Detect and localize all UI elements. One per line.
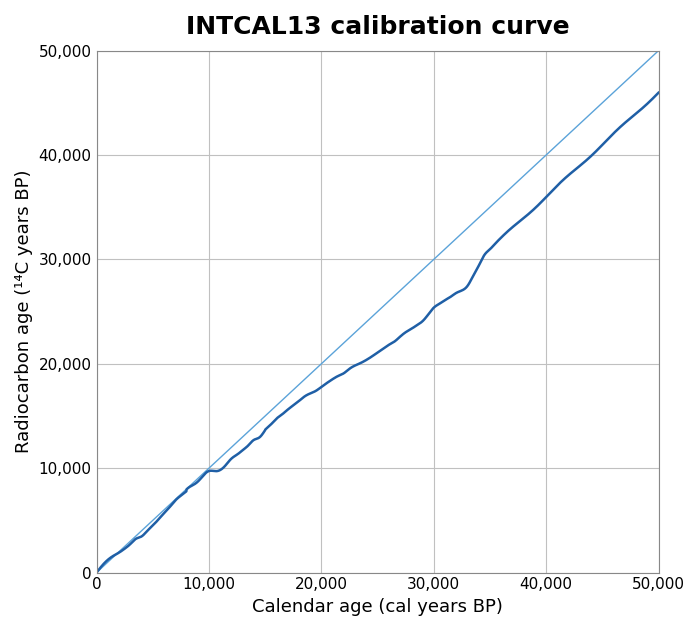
Title: INTCAL13 calibration curve: INTCAL13 calibration curve <box>186 15 569 39</box>
Y-axis label: Radiocarbon age (¹⁴C years BP): Radiocarbon age (¹⁴C years BP) <box>15 170 33 454</box>
X-axis label: Calendar age (cal years BP): Calendar age (cal years BP) <box>252 598 503 616</box>
